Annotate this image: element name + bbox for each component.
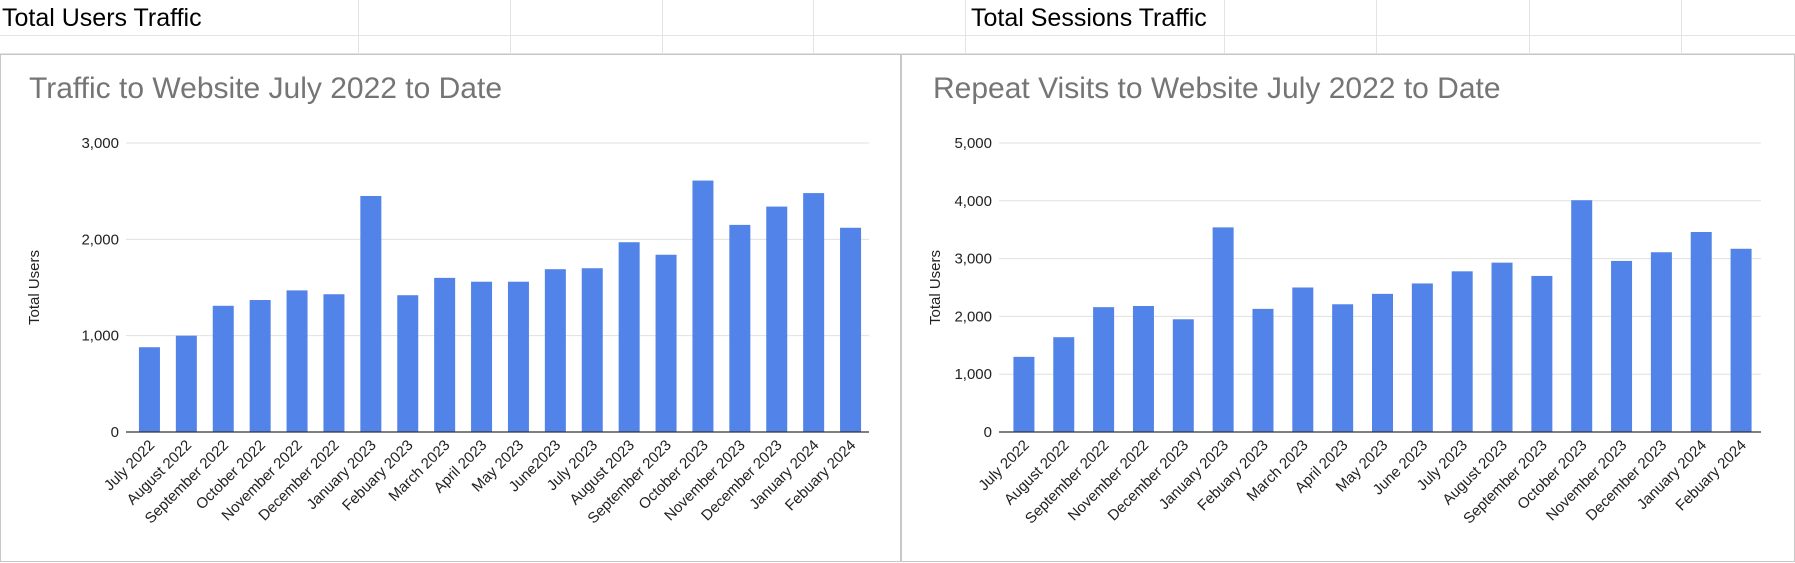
bar[interactable] <box>1491 262 1513 432</box>
y-tick-label: 1,000 <box>954 366 992 383</box>
bar[interactable] <box>1053 337 1075 432</box>
bar[interactable] <box>655 254 677 432</box>
bar[interactable] <box>1690 232 1712 432</box>
bar[interactable] <box>1093 307 1115 432</box>
bar[interactable] <box>286 290 308 432</box>
spreadsheet-row-1 <box>0 0 1795 36</box>
bar[interactable] <box>729 224 751 432</box>
y-tick-label: 2,000 <box>954 308 992 325</box>
bar[interactable] <box>1172 319 1194 432</box>
bar[interactable] <box>323 294 345 432</box>
bar[interactable] <box>1730 248 1752 432</box>
bar[interactable] <box>766 206 788 432</box>
grid-column-divider <box>965 0 966 54</box>
y-tick-label: 3,000 <box>81 135 119 152</box>
y-tick-label: 1,000 <box>81 328 119 345</box>
cell-total-sessions-traffic[interactable]: Total Sessions Traffic <box>971 4 1207 32</box>
bar[interactable] <box>692 180 714 432</box>
y-tick-label: 5,000 <box>954 135 992 152</box>
x-tick-label: Febuary 2024 <box>1672 437 1749 514</box>
bar[interactable] <box>803 193 825 432</box>
chart-title: Traffic to Website July 2022 to Date <box>29 72 502 105</box>
grid-column-divider <box>1224 0 1225 54</box>
bar[interactable] <box>471 281 493 432</box>
y-tick-label: 4,000 <box>954 193 992 210</box>
bar[interactable] <box>1611 260 1633 432</box>
bar[interactable] <box>1132 305 1154 432</box>
bar[interactable] <box>249 300 271 432</box>
grid-column-divider <box>1529 0 1530 54</box>
grid-column-divider <box>813 0 814 54</box>
bar[interactable] <box>507 281 529 432</box>
bar[interactable] <box>840 227 862 432</box>
bar[interactable] <box>360 195 382 432</box>
bar[interactable] <box>1332 304 1354 432</box>
y-axis-title: Total Users <box>26 250 43 325</box>
grid-column-divider <box>510 0 511 54</box>
bar[interactable] <box>1531 275 1553 432</box>
bar[interactable] <box>1013 356 1035 432</box>
chart-svg-repeat: Repeat Visits to Website July 2022 to Da… <box>927 72 1761 527</box>
chart-title: Repeat Visits to Website July 2022 to Da… <box>933 72 1501 105</box>
bar[interactable] <box>1252 308 1274 432</box>
bar[interactable] <box>1650 252 1672 432</box>
grid-column-divider <box>358 0 359 54</box>
y-tick-label: 3,000 <box>954 251 992 268</box>
y-tick-label: 0 <box>984 424 992 441</box>
chart-svg-users: Traffic to Website July 2022 to Date Tota… <box>26 72 869 527</box>
bar[interactable] <box>1212 227 1234 432</box>
bar[interactable] <box>1292 287 1314 433</box>
chart-repeat-visits[interactable]: Repeat Visits to Website July 2022 to Da… <box>901 54 1795 562</box>
grid-column-divider <box>1681 0 1682 54</box>
bar[interactable] <box>434 277 456 432</box>
bar[interactable] <box>212 305 234 432</box>
y-tick-label: 0 <box>111 424 119 441</box>
y-axis-title: Total Users <box>927 250 944 325</box>
bar[interactable] <box>175 335 197 432</box>
bar[interactable] <box>1571 200 1593 432</box>
bar[interactable] <box>138 347 160 432</box>
bar[interactable] <box>581 268 603 432</box>
cell-total-users-traffic[interactable]: Total Users Traffic <box>2 4 202 32</box>
bar[interactable] <box>1411 283 1433 432</box>
bar[interactable] <box>618 242 640 432</box>
bar[interactable] <box>544 269 566 432</box>
grid-column-divider <box>1376 0 1377 54</box>
bar[interactable] <box>397 295 419 432</box>
chart-users-traffic[interactable]: Traffic to Website July 2022 to Date Tota… <box>0 54 901 562</box>
bar[interactable] <box>1372 293 1393 432</box>
spreadsheet-row-2 <box>0 36 1795 54</box>
grid-column-divider <box>662 0 663 54</box>
y-tick-label: 2,000 <box>81 231 119 248</box>
bar[interactable] <box>1451 271 1473 432</box>
